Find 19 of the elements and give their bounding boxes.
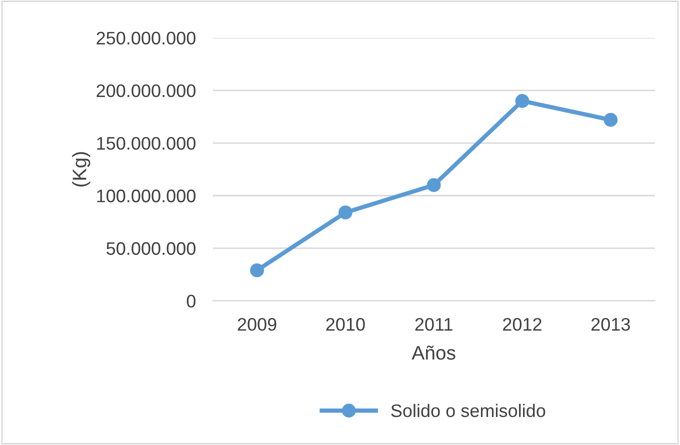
y-tick-label: 0: [186, 294, 196, 308]
y-tick-label: 50.000.000: [106, 242, 196, 255]
y-tick-label: 250.000.000: [96, 32, 196, 45]
y-axis-title: (Kg): [72, 152, 90, 186]
point: [515, 94, 530, 108]
x-tick-label: 2012: [503, 318, 542, 331]
point: [250, 263, 264, 278]
point: [426, 178, 441, 192]
legend-label: Solido o semisolido: [391, 404, 546, 418]
x-tick-label: 2009: [238, 318, 276, 331]
x-tick-label: 2010: [326, 318, 365, 331]
y-tick-label: 200.000.000: [96, 84, 196, 98]
x-tick-label: 2013: [591, 318, 630, 331]
y-tick-label: 150.000.000: [97, 136, 196, 150]
x-tick-label: 2011: [415, 318, 452, 331]
y-tick-label: 100.000.000: [97, 190, 196, 202]
point: [338, 206, 352, 220]
x-axis-title: Años: [412, 346, 456, 360]
point: [604, 112, 618, 127]
